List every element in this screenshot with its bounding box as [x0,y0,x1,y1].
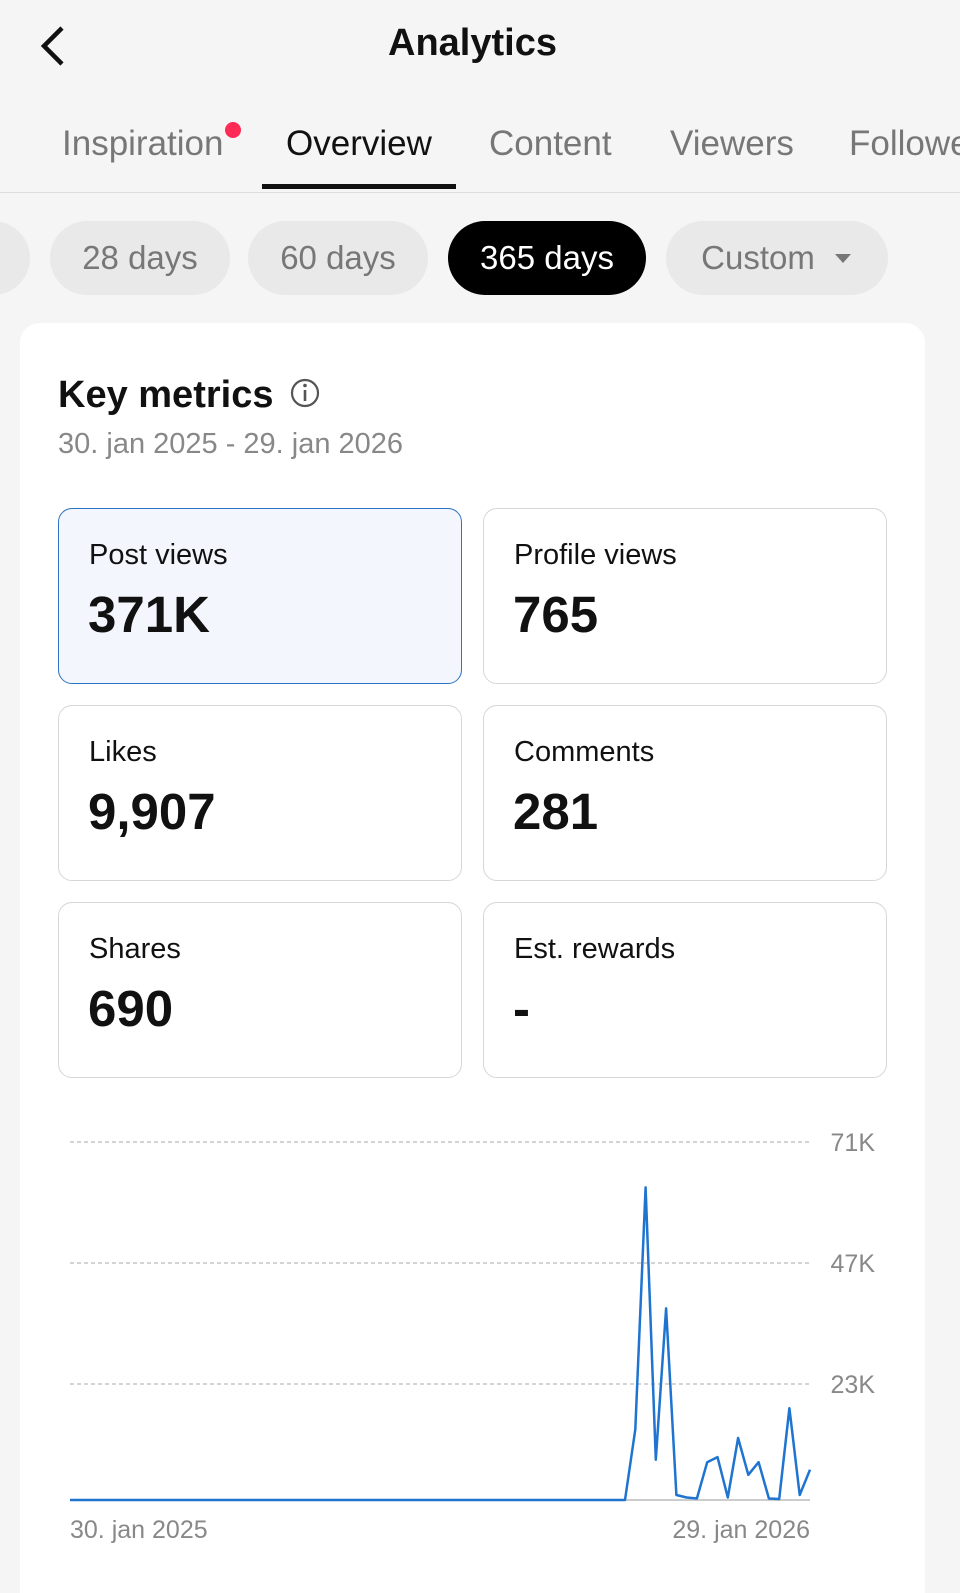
date-range: 30. jan 2025 - 29. jan 2026 [58,428,404,460]
period-pill[interactable]: 60 days [248,221,428,295]
metric-label: Est. rewards [514,933,676,965]
metric-card[interactable]: Profile views 765 [483,508,887,684]
period-pill[interactable]: Custom [666,221,888,295]
period-label: 60 days [280,239,396,276]
metric-label: Likes [89,736,157,768]
chart: 23K 47K 71K 30. jan 2025 29. jan 2026 [70,1129,876,1544]
tab[interactable]: Followers [849,124,960,163]
header-title: Analytics [388,22,557,64]
card-title: Key metrics [58,374,322,417]
tab[interactable]: Viewers [670,124,794,163]
metric-card[interactable]: Likes 9,907 [58,705,462,881]
x-tick-label: 29. jan 2026 [672,1516,810,1544]
x-tick-label: 30. jan 2025 [70,1516,208,1544]
period-label: 28 days [82,239,198,276]
metric-label: Post views [89,539,228,571]
period-pill[interactable]: 365 days [448,221,646,295]
y-tick-label: 23K [831,1371,876,1399]
tab[interactable]: Inspiration [62,124,224,163]
period-label: Custom [701,239,815,276]
data-line [70,1186,812,1502]
card-title-text: Key metrics [58,374,274,416]
metric-value: 9,907 [88,783,216,840]
metric-label: Shares [89,933,181,965]
metric-label: Comments [514,736,655,768]
period-pill-partial[interactable] [0,221,30,295]
tab[interactable]: Overview [286,124,432,163]
dropdown-caret [834,254,851,263]
metric-value: 690 [88,980,174,1037]
y-tick-label: 47K [831,1250,876,1278]
tab-underline [262,184,456,189]
metric-card[interactable]: Post views 371K [58,508,462,684]
back-button[interactable] [36,24,68,68]
metric-label: Profile views [514,539,677,571]
metric-value: 371K [88,586,210,643]
period-label: 365 days [480,239,614,276]
metric-card[interactable]: Est. rewards - [483,902,887,1078]
info-icon[interactable] [288,376,322,410]
notification-dot [225,122,241,138]
tab-bar: Inspiration Overview Content Viewers Followe… [0,100,960,193]
metric-value: 281 [513,783,599,840]
tab[interactable]: Content [489,124,612,163]
metric-card[interactable]: Shares 690 [58,902,462,1078]
metric-value: 765 [513,586,599,643]
y-tick-label: 71K [831,1129,876,1157]
period-pill[interactable]: 28 days [50,221,230,295]
metric-value: - [513,980,530,1037]
metric-card[interactable]: Comments 281 [483,705,887,881]
